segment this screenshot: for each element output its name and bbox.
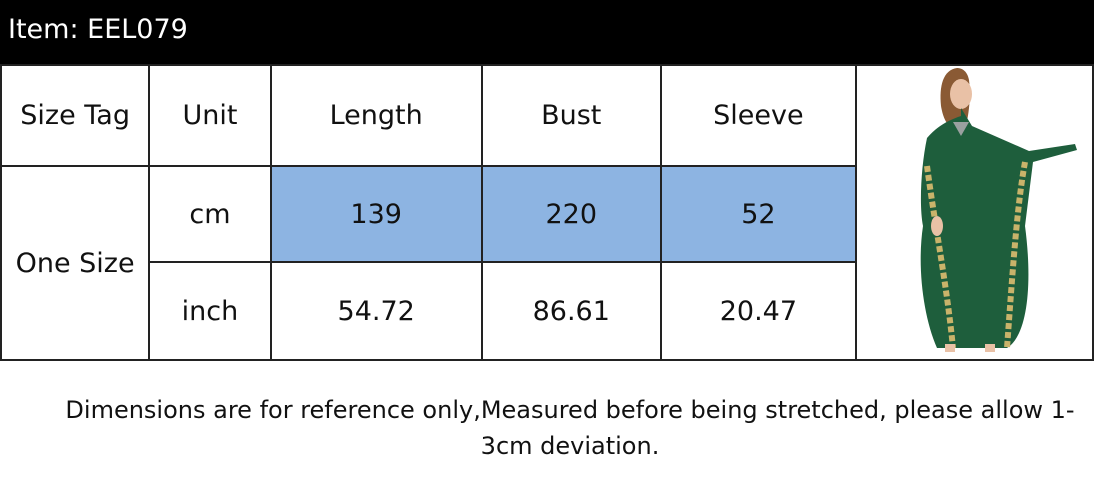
sleeve-cm: 52: [659, 165, 857, 263]
length-inch: 54.72: [269, 261, 483, 361]
unit-cm: cm: [148, 165, 272, 263]
sleeve-inch: 20.47: [659, 261, 857, 361]
note-line-2: 3cm deviation.: [480, 432, 660, 460]
dress-model-image: [920, 68, 1077, 352]
bust-cm: 220: [480, 165, 662, 263]
product-image: [854, 64, 1094, 361]
header-sleeve: Sleeve: [659, 64, 857, 167]
item-header: Item: EEL079: [0, 0, 1094, 64]
length-cm: 139: [269, 165, 483, 263]
measurement-note: Dimensions are for reference only,Measur…: [40, 392, 1094, 464]
header-row: Size Tag Unit Length Bust Sleeve: [0, 64, 1094, 361]
bust-inch: 86.61: [480, 261, 662, 361]
size-one-size: One Size: [0, 165, 151, 361]
note-line-1: Dimensions are for reference only,Measur…: [65, 396, 1075, 424]
unit-inch: inch: [148, 261, 272, 361]
header-unit: Unit: [148, 64, 272, 167]
header-length: Length: [269, 64, 483, 167]
table-row: One Size cm 139 220 52: [0, 165, 1093, 361]
header-bust: Bust: [480, 64, 662, 167]
header-size-tag: Size Tag: [0, 64, 151, 167]
item-code: Item: EEL079: [8, 14, 188, 45]
table-row: inch 54.72 86.61 20.47: [1, 261, 1093, 361]
size-chart-table: Size Tag Unit Length Bust Sleeve One Siz…: [0, 64, 1094, 361]
